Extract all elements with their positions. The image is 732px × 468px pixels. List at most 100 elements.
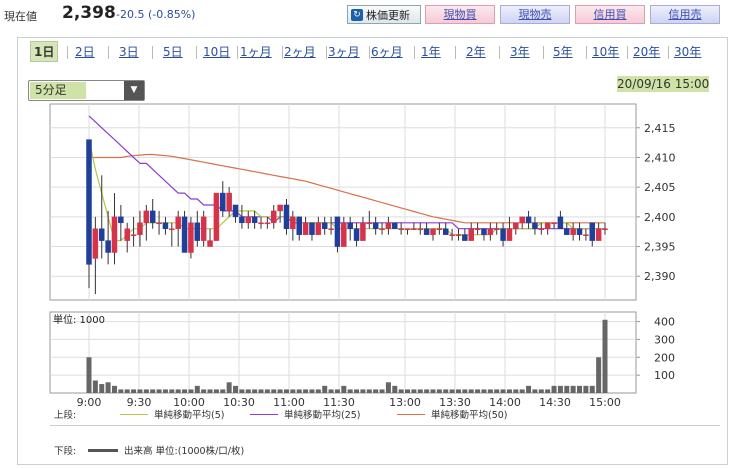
volume-bar: [92, 380, 98, 393]
volume-bar: [182, 389, 188, 393]
tab-1y[interactable]: 1年: [421, 45, 441, 59]
tab-1d[interactable]: 1日: [30, 41, 59, 62]
volume-bar: [143, 389, 149, 393]
interval-select[interactable]: 5分足 ▼: [28, 80, 145, 101]
tab-2d[interactable]: 2日: [75, 45, 95, 59]
candle-body: [98, 228, 105, 241]
candle-body: [392, 222, 398, 229]
volume-bar: [570, 385, 576, 393]
x-tick-label: 11:00: [273, 396, 305, 409]
candle-body: [328, 228, 334, 230]
candle-body: [506, 228, 513, 241]
candle-body: [442, 228, 449, 235]
candle-body: [404, 228, 411, 230]
spot-sell-button[interactable]: 現物売: [500, 5, 570, 24]
volume-bar: [513, 389, 519, 393]
volume-bar: [277, 389, 283, 393]
candle-body: [372, 222, 379, 229]
candle-body: [341, 222, 347, 247]
legend-upper-label: 上段:: [54, 410, 77, 421]
volume-bar: [131, 389, 137, 393]
candle-body: [525, 216, 532, 224]
tab-10d[interactable]: 10日: [203, 45, 231, 59]
candle-body: [86, 139, 92, 265]
legend-ma50-swatch: [397, 413, 425, 415]
candle-body: [347, 222, 353, 229]
chart-datetime: 20/09/16 15:00: [617, 76, 710, 92]
volume-bar: [455, 389, 461, 393]
legend-row: 上段: 単純移動平均(5) 単純移動平均(25) 単純移動平均(50): [50, 407, 720, 423]
tab-2m[interactable]: 2ヶ月: [284, 45, 316, 59]
candle-body: [334, 216, 341, 247]
volume-bar: [194, 385, 200, 393]
volume-bar: [347, 389, 353, 393]
candle-body: [366, 222, 373, 225]
candle-body: [92, 228, 99, 259]
tab-20y[interactable]: 20年: [633, 45, 661, 59]
volume-y-tick-label: 100: [654, 369, 675, 382]
candle-body: [595, 228, 602, 241]
tab-5y[interactable]: 5年: [553, 45, 573, 59]
candle-body: [423, 228, 430, 235]
margin-sell-button[interactable]: 信用売: [650, 5, 720, 24]
volume-bar: [424, 389, 430, 393]
candle-body: [468, 228, 474, 241]
candle-body: [213, 192, 220, 241]
volume-bar: [366, 389, 372, 393]
x-tick-label: 14:30: [539, 396, 571, 409]
spot-buy-button[interactable]: 現物買: [425, 5, 495, 24]
tab-3d[interactable]: 3日: [119, 45, 139, 59]
volume-bar: [271, 389, 277, 393]
volume-bar: [252, 389, 258, 393]
volume-bar: [258, 389, 264, 393]
candle-body: [411, 228, 417, 230]
volume-bar: [360, 389, 366, 393]
volume-bar: [405, 389, 411, 393]
volume-bar: [86, 357, 92, 393]
tab-6m[interactable]: 6ヶ月: [371, 45, 403, 59]
candle-body: [188, 222, 194, 253]
candle-body: [417, 228, 424, 230]
candle-body: [239, 216, 245, 224]
chart-panel: [17, 37, 728, 465]
tab-10y[interactable]: 10年: [592, 45, 620, 59]
volume-bar: [213, 389, 219, 393]
candle-body: [143, 210, 150, 224]
x-tick-label: 9:30: [127, 396, 152, 409]
volume-bar: [481, 389, 487, 393]
tab-1m[interactable]: 1ヶ月: [240, 45, 272, 59]
candle-body: [398, 228, 404, 230]
candle-body: [207, 240, 213, 247]
price-y-tick-label: 2,390: [644, 270, 676, 283]
legend-divider: [50, 425, 720, 426]
candle-body: [296, 216, 302, 235]
candle-body: [487, 228, 494, 235]
candle-body: [156, 222, 162, 225]
candle-body: [130, 234, 137, 236]
candle-body: [118, 216, 124, 224]
tab-30y[interactable]: 30年: [674, 45, 702, 59]
candle-body: [315, 222, 322, 235]
candle-body: [232, 204, 239, 218]
volume-bar: [169, 389, 175, 393]
tab-5d[interactable]: 5日: [163, 45, 183, 59]
margin-buy-button[interactable]: 信用買: [575, 5, 645, 24]
volume-bar: [392, 385, 398, 393]
volume-bar: [398, 389, 404, 393]
chevron-down-icon[interactable]: ▼: [124, 81, 144, 100]
volume-bar: [506, 389, 512, 393]
tab-3m[interactable]: 3ヶ月: [328, 45, 360, 59]
refresh-price-button[interactable]: ↻ 株価更新: [347, 5, 421, 24]
volume-bar: [589, 385, 595, 393]
candle-body: [181, 216, 188, 253]
candle-body: [564, 228, 570, 235]
candle-body: [149, 210, 156, 224]
price-plot-area: [49, 103, 637, 301]
candle-body: [513, 222, 519, 229]
candle-body: [175, 216, 181, 229]
tab-2y[interactable]: 2年: [466, 45, 486, 59]
candle-body: [290, 216, 296, 229]
volume-bar: [207, 389, 213, 393]
volume-bar: [137, 389, 143, 393]
tab-3y[interactable]: 3年: [510, 45, 530, 59]
